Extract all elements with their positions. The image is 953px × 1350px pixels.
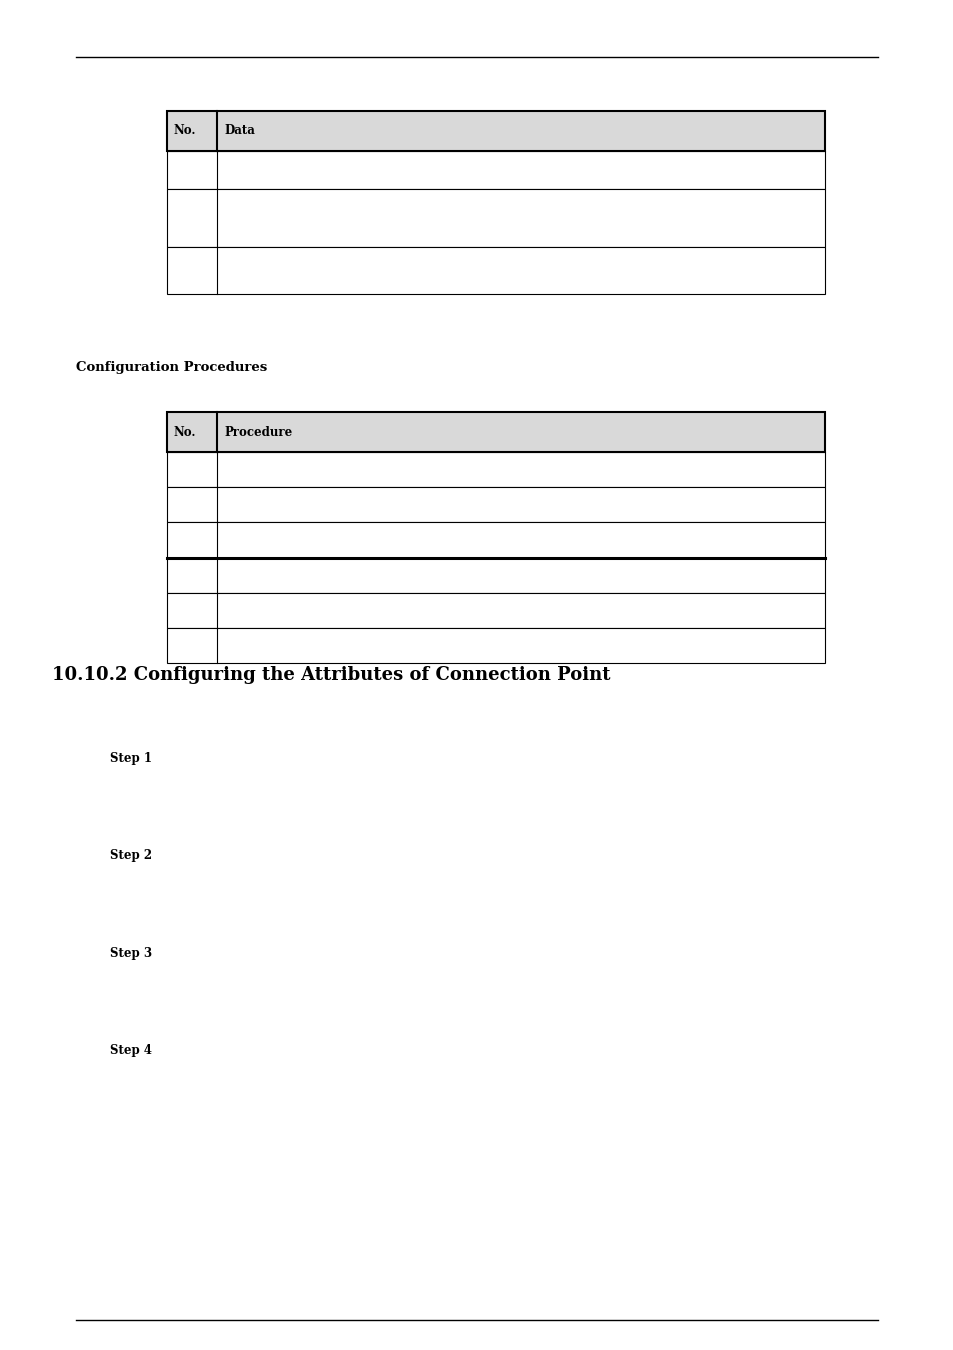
Text: Step 2: Step 2	[110, 849, 152, 863]
Bar	[167, 593, 824, 628]
Bar	[167, 111, 824, 151]
Text: Step 1: Step 1	[110, 752, 152, 765]
Bar	[167, 628, 824, 663]
Text: Step 4: Step 4	[110, 1044, 152, 1057]
Bar	[167, 151, 824, 189]
Text: No.: No.	[173, 425, 196, 439]
Bar	[167, 522, 824, 558]
Text: Step 3: Step 3	[110, 946, 152, 960]
Bar	[167, 558, 824, 593]
Text: Data: Data	[224, 124, 254, 138]
Text: 10.10.2 Configuring the Attributes of Connection Point: 10.10.2 Configuring the Attributes of Co…	[52, 666, 610, 684]
Bar	[167, 189, 824, 247]
Bar	[167, 487, 824, 522]
Text: No.: No.	[173, 124, 196, 138]
Text: Configuration Procedures: Configuration Procedures	[76, 360, 267, 374]
Bar	[167, 111, 824, 151]
Bar	[167, 412, 824, 452]
Bar	[167, 247, 824, 294]
Bar	[167, 452, 824, 487]
Bar	[167, 412, 824, 452]
Text: Procedure: Procedure	[224, 425, 293, 439]
